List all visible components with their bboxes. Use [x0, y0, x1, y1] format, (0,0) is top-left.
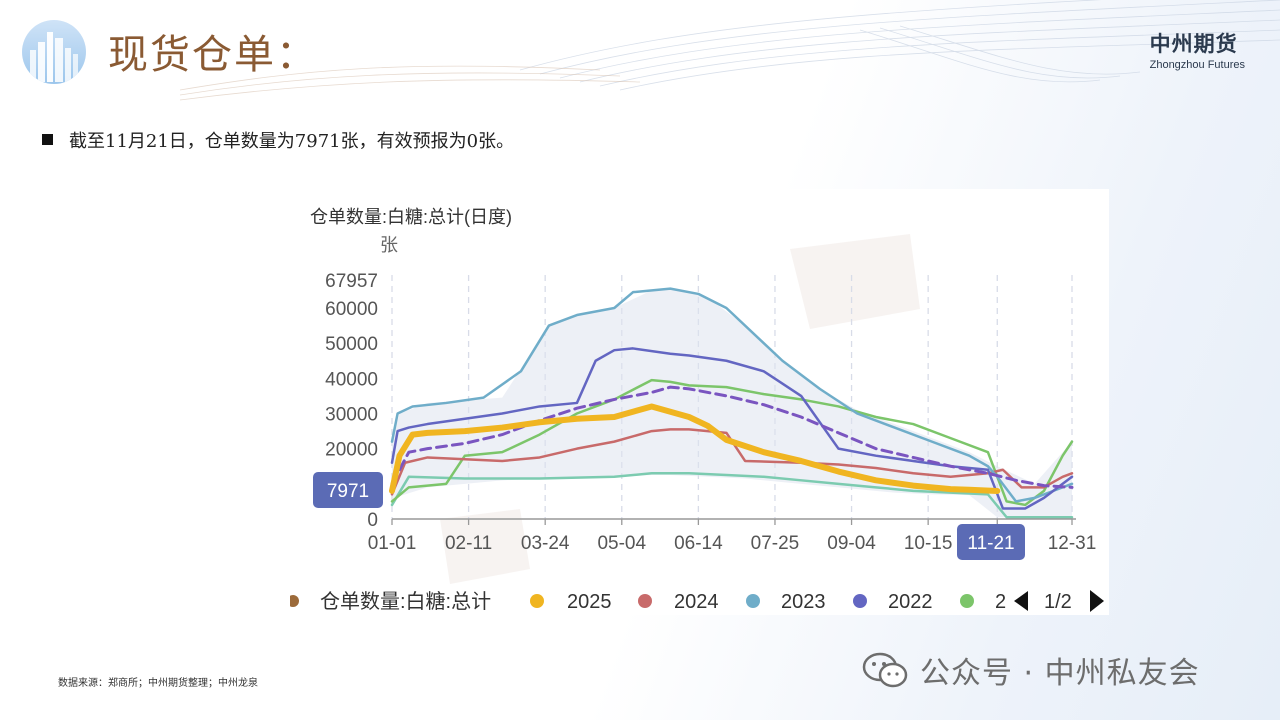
wechat-account-name: 公众号 · 中州私友会 — [920, 656, 1200, 691]
legend-marker-2024 — [638, 594, 652, 608]
wechat-icon — [862, 652, 908, 688]
highlight-x-label: 11-21 — [957, 524, 1025, 560]
series-line-均值 — [390, 385, 1074, 489]
x-tick-label: 03-24 — [521, 533, 570, 554]
y-tick-label: 30000 — [325, 404, 378, 425]
bullet-square-icon — [42, 134, 53, 145]
y-tick-label: 40000 — [325, 369, 378, 390]
page-title: 现货仓单： — [108, 32, 318, 78]
x-tick-label: 12-31 — [1048, 533, 1097, 554]
x-tick-label: 07-25 — [751, 533, 800, 554]
wechat-account: 公众号 · 中州私友会 — [862, 648, 1200, 692]
city-skyline-logo — [22, 20, 86, 84]
legend-marker-2023 — [746, 594, 760, 608]
watermark — [440, 234, 920, 584]
range-band — [392, 288, 1072, 518]
series-lines — [389, 287, 1074, 519]
x-tick-label: 06-14 — [674, 533, 723, 554]
brand-name-en: Zhongzhou Futures — [1149, 59, 1245, 71]
highlight-value: 7971 — [327, 481, 369, 502]
legend-next-arrow-icon[interactable] — [1090, 590, 1104, 612]
legend-label-2024[interactable]: 2024 — [674, 591, 719, 613]
legend-label-2023[interactable]: 2023 — [781, 591, 826, 613]
data-source: 数据来源：郑商所；中州期货整理；中州龙泉 — [58, 678, 258, 689]
y-tick-label: 0 — [367, 510, 378, 531]
legend-label-2022[interactable]: 2022 — [888, 591, 933, 613]
highlight-y-label: 7971 — [313, 472, 383, 508]
legend-prev-arrow-icon[interactable] — [1014, 591, 1028, 611]
brand-name-cn: 中州期货 — [1149, 32, 1238, 56]
brand-logo: 中州期货 Zhongzhou Futures — [1150, 28, 1245, 71]
y-tick-label: 20000 — [325, 440, 378, 461]
legend-label-truncated[interactable]: 2 — [995, 591, 1006, 613]
series-line-2024 — [390, 428, 1074, 496]
x-tick-label: 01-01 — [368, 533, 417, 554]
series-line-2021 — [390, 378, 1074, 507]
summary-text: 截至11月21日，仓单数量为7971张，有效预报为0张。 — [69, 131, 515, 152]
y-tick-label: 67957 — [325, 271, 378, 292]
chart-title: 仓单数量:白糖:总计(日度) — [310, 207, 512, 227]
y-tick-label: 60000 — [325, 299, 378, 320]
legend-marker-2025 — [530, 594, 544, 608]
y-tick-label: 50000 — [325, 334, 378, 355]
x-tick-label: 05-04 — [597, 533, 646, 554]
x-tick-label: 09-04 — [827, 533, 876, 554]
legend-marker-total — [287, 595, 299, 607]
x-tick-label: 02-11 — [445, 533, 492, 554]
legend-page-indicator: 1/2 — [1044, 591, 1072, 613]
warehouse-receipt-chart: 仓单数量:白糖:总计(日度) 张 01000020000300004000050… — [287, 207, 1104, 613]
legend-marker-2021 — [960, 594, 974, 608]
historical-range-area — [392, 288, 1072, 518]
series-line-2025 — [389, 403, 1001, 494]
x-axis-ticks: 01-01 02-11 03-24 05-04 06-14 07-25 09-04 10-15… — [368, 519, 1097, 554]
legend-marker-2022 — [853, 594, 867, 608]
summary-bullet: 截至11月21日，仓单数量为7971张，有效预报为0张。 — [42, 127, 514, 153]
legend-label-total[interactable]: 仓单数量:白糖:总计 — [320, 590, 491, 613]
x-tick-label: 10-15 — [904, 533, 953, 554]
series-line-2022 — [390, 347, 1074, 510]
series-line-2020 — [390, 472, 1074, 519]
y-axis-unit: 张 — [380, 235, 398, 255]
legend-label-2025[interactable]: 2025 — [567, 591, 612, 613]
highlight-date: 11-21 — [967, 533, 1014, 554]
legend[interactable]: 仓单数量:白糖:总计 2025 2024 2023 2022 2 1/2 — [287, 590, 1104, 613]
chart-panel: 仓单数量:白糖:总计(日度) 张 01000020000300004000050… — [287, 189, 1109, 615]
